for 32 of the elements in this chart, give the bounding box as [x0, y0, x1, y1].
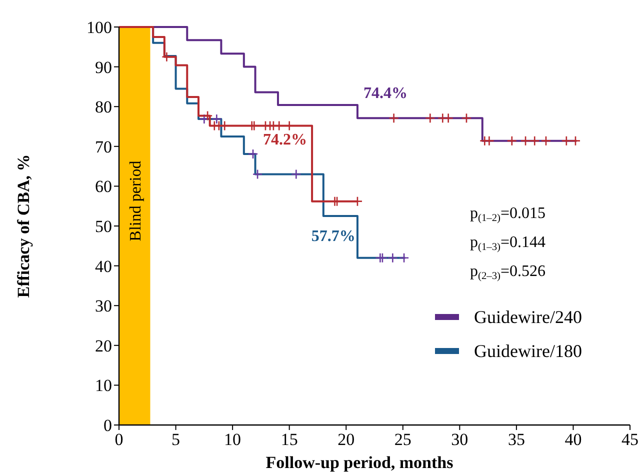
annotation: 57.7% — [311, 228, 356, 246]
y-tick-label: 20 — [95, 336, 112, 356]
x-tick-label: 35 — [508, 430, 525, 449]
y-tick-label: 30 — [95, 296, 112, 316]
x-tick-label: 25 — [394, 430, 412, 449]
x-tick-label: 5 — [172, 430, 180, 449]
annotation: p$_{(1–3)}$=0.144 — [470, 234, 546, 252]
annotation: p$_{(1–2)}$=0.015 — [470, 205, 546, 224]
annotation: 74.4% — [363, 85, 408, 102]
y-tick-label: 90 — [95, 58, 112, 77]
x-tick-label: 20 — [338, 430, 355, 449]
annotation: 74.2% — [263, 132, 308, 149]
y-tick-label: 100 — [86, 18, 112, 37]
legend-label: Guidewire/240 — [474, 307, 582, 327]
y-tick-label: 60 — [95, 177, 112, 196]
x-tick-label: 45 — [622, 430, 638, 449]
annotation: p$_{(2–3)}$=0.526 — [470, 263, 546, 282]
y-tick-label: 0 — [104, 416, 112, 435]
y-tick-label: 80 — [95, 98, 112, 117]
x-tick-label: 30 — [451, 430, 468, 449]
y-tick-label: 70 — [95, 137, 112, 156]
x-tick-label: 40 — [564, 430, 582, 449]
band-label: Blind period — [128, 160, 145, 242]
x-tick-label: 0 — [114, 430, 124, 449]
y-tick-label: 10 — [95, 376, 112, 396]
y-axis-title: Efficacy of CBA, % — [14, 154, 33, 298]
legend-label: Guidewire/180 — [474, 341, 582, 361]
y-tick-label: 50 — [95, 217, 112, 236]
x-tick-label: 15 — [280, 430, 298, 449]
y-tick-label: 40 — [95, 256, 112, 276]
x-tick-label: 10 — [224, 430, 242, 449]
x-axis-title: Follow-up period, months — [266, 453, 454, 472]
